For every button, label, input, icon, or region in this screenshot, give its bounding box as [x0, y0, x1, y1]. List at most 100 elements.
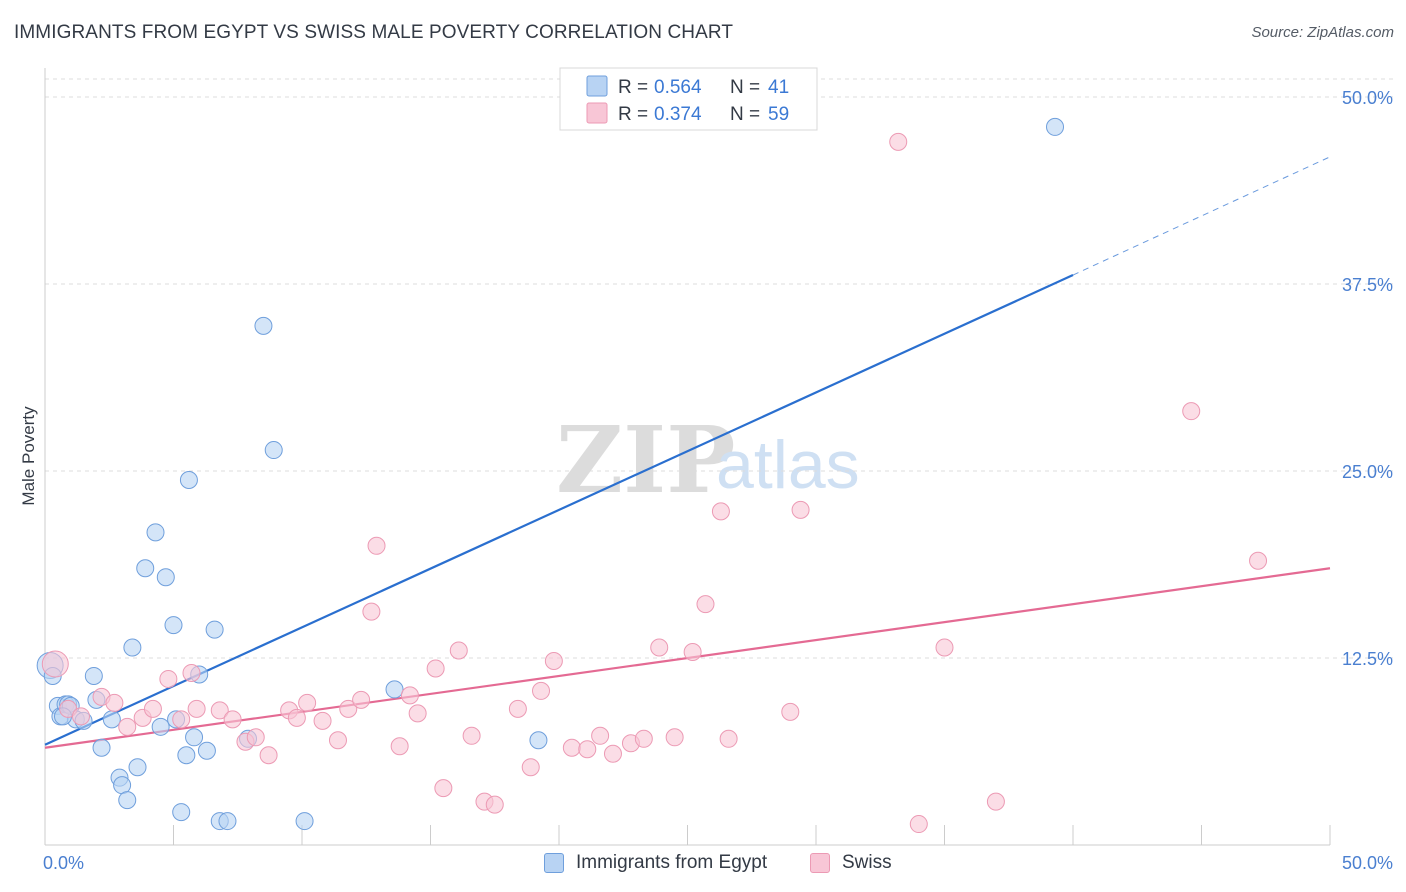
- data-point-swiss: [182, 663, 201, 682]
- data-point-swiss: [781, 702, 800, 721]
- data-point-swiss: [143, 699, 162, 718]
- data-point-swiss: [578, 740, 597, 759]
- data-point-swiss: [1182, 402, 1201, 421]
- data-point-swiss: [449, 641, 468, 660]
- data-point-swiss: [935, 638, 954, 657]
- legend-n-value: 41: [768, 77, 789, 98]
- data-point-egypt: [113, 776, 132, 795]
- data-point-egypt: [529, 731, 548, 750]
- data-point-swiss: [159, 669, 178, 688]
- gridlines: 12.5% 25.0% 37.5% 50.0%: [45, 78, 1395, 669]
- legend-r-label: R =: [618, 104, 648, 125]
- data-point-egypt: [385, 680, 404, 699]
- legend-r-value: 0.374: [654, 104, 702, 125]
- data-point-egypt: [146, 523, 165, 542]
- chart-source: Source: ZipAtlas.com: [1251, 24, 1394, 41]
- data-point-egypt: [84, 666, 103, 685]
- watermark-zip: ZIP: [556, 406, 735, 514]
- y-axis-label-group: Male Poverty: [19, 406, 38, 506]
- data-point-swiss: [390, 737, 409, 756]
- trend-line-extension-0: [1072, 156, 1331, 276]
- data-point-swiss: [223, 710, 242, 729]
- data-point-egypt: [185, 728, 204, 747]
- data-point-egypt: [136, 559, 155, 578]
- watermark-atlas: atlas: [716, 427, 860, 503]
- data-point-egypt: [164, 616, 183, 635]
- data-point-swiss: [187, 699, 206, 718]
- data-point-swiss: [665, 728, 684, 747]
- x-tick-label-max: 50.0%: [1342, 853, 1393, 873]
- data-point-egypt: [264, 441, 283, 460]
- data-point-egypt: [254, 316, 273, 335]
- data-point-egypt: [151, 717, 170, 736]
- data-point-swiss: [683, 643, 702, 662]
- legend-top-swatch-1: [586, 102, 608, 124]
- data-point-egypt: [205, 620, 224, 639]
- data-point-swiss: [462, 726, 481, 745]
- data-point-swiss: [426, 659, 445, 678]
- axes: 0.0% 50.0%: [43, 68, 1393, 873]
- chart-title: IMMIGRANTS FROM EGYPT VS SWISS MALE POVE…: [14, 22, 734, 43]
- data-point-swiss: [362, 602, 381, 621]
- x-tick-label-min: 0.0%: [43, 853, 84, 873]
- data-point-swiss: [298, 693, 317, 712]
- legend-item-swiss[interactable]: Swiss: [810, 852, 892, 874]
- trend-line-0: [44, 274, 1074, 746]
- data-point-swiss: [711, 502, 730, 521]
- data-point-swiss: [1249, 551, 1268, 570]
- data-point-egypt: [128, 758, 147, 777]
- data-point-swiss: [210, 701, 229, 720]
- data-point-swiss: [532, 681, 551, 700]
- data-point-egypt: [123, 638, 142, 657]
- legend-top: R = 0.564 N = 41 R = 0.374 N = 59: [559, 67, 818, 131]
- data-point-swiss: [719, 729, 738, 748]
- data-point-swiss: [352, 690, 371, 709]
- data-point-swiss: [118, 717, 137, 736]
- data-point-swiss: [259, 746, 278, 765]
- data-point-egypt: [102, 710, 121, 729]
- data-point-swiss: [71, 707, 90, 726]
- data-point-swiss: [400, 686, 419, 705]
- data-point-swiss: [246, 728, 265, 747]
- data-point-egypt: [218, 812, 237, 831]
- legend-n-label: N =: [730, 77, 760, 98]
- data-point-swiss: [791, 500, 810, 519]
- y-axis-label: Male Poverty: [19, 406, 38, 506]
- data-point-egypt: [197, 741, 216, 760]
- data-point-swiss: [650, 638, 669, 657]
- data-point-swiss: [889, 132, 908, 151]
- data-point-swiss: [172, 710, 191, 729]
- data-point-swiss: [562, 738, 581, 757]
- legend-top-swatch-0: [586, 75, 608, 97]
- data-point-swiss: [408, 704, 427, 723]
- legend-n-label: N =: [730, 104, 760, 125]
- legend-r-label: R =: [618, 77, 648, 98]
- y-tick-label: 50.0%: [1342, 88, 1393, 108]
- data-point-swiss: [986, 792, 1005, 811]
- data-point-swiss: [41, 650, 69, 678]
- legend-item-egypt[interactable]: Immigrants from Egypt: [544, 852, 767, 874]
- y-tick-label: 37.5%: [1342, 275, 1393, 295]
- data-point-swiss: [434, 779, 453, 798]
- legend-swatch-swiss: [810, 853, 830, 873]
- data-point-swiss: [591, 726, 610, 745]
- data-point-swiss: [544, 651, 563, 670]
- data-point-swiss: [328, 731, 347, 750]
- data-point-swiss: [696, 595, 715, 614]
- legend-swatch-egypt: [544, 853, 564, 873]
- data-point-egypt: [172, 803, 191, 822]
- scatter-points: [36, 117, 1268, 834]
- data-point-swiss: [909, 815, 928, 834]
- data-point-swiss: [105, 693, 124, 712]
- data-point-egypt: [179, 470, 198, 489]
- legend-bottom: Immigrants from Egypt Swiss: [0, 852, 1406, 878]
- data-point-egypt: [118, 791, 137, 810]
- data-point-swiss: [485, 795, 504, 814]
- data-point-swiss: [634, 729, 653, 748]
- data-point-swiss: [339, 699, 358, 718]
- data-point-swiss: [367, 536, 386, 555]
- y-tick-label: 25.0%: [1342, 462, 1393, 482]
- data-point-egypt: [177, 746, 196, 765]
